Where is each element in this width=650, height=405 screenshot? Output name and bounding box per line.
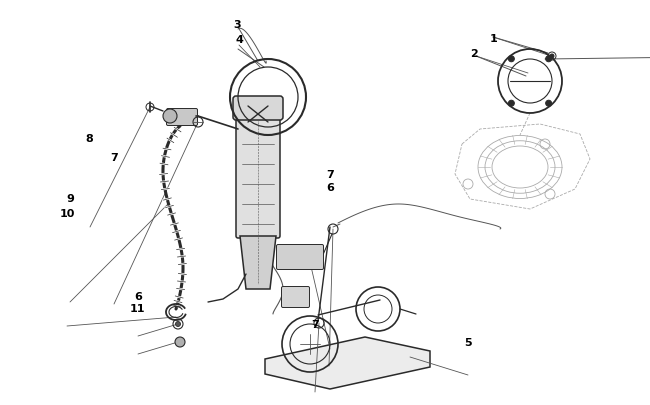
Text: 6: 6: [326, 182, 334, 192]
Text: 6: 6: [134, 292, 142, 301]
Text: 4: 4: [235, 35, 243, 45]
Circle shape: [163, 110, 177, 124]
Text: 11: 11: [130, 303, 146, 313]
Text: 10: 10: [59, 209, 75, 219]
Polygon shape: [265, 337, 430, 389]
FancyBboxPatch shape: [166, 109, 198, 126]
Text: 7: 7: [110, 153, 118, 163]
Text: 3: 3: [233, 20, 241, 30]
Circle shape: [550, 55, 554, 59]
Circle shape: [176, 322, 181, 327]
Text: 9: 9: [66, 194, 74, 203]
Text: 8: 8: [86, 134, 94, 143]
Text: 7: 7: [326, 170, 334, 180]
Circle shape: [508, 57, 514, 63]
Circle shape: [545, 57, 552, 63]
Text: 5: 5: [464, 337, 472, 347]
Text: 7: 7: [311, 319, 319, 329]
Circle shape: [545, 101, 552, 107]
Circle shape: [175, 337, 185, 347]
FancyBboxPatch shape: [233, 97, 283, 121]
FancyBboxPatch shape: [281, 287, 309, 308]
Text: 2: 2: [471, 49, 478, 58]
FancyBboxPatch shape: [236, 115, 280, 239]
Polygon shape: [240, 237, 276, 289]
FancyBboxPatch shape: [276, 245, 324, 270]
Text: 1: 1: [490, 34, 498, 43]
Circle shape: [508, 101, 514, 107]
